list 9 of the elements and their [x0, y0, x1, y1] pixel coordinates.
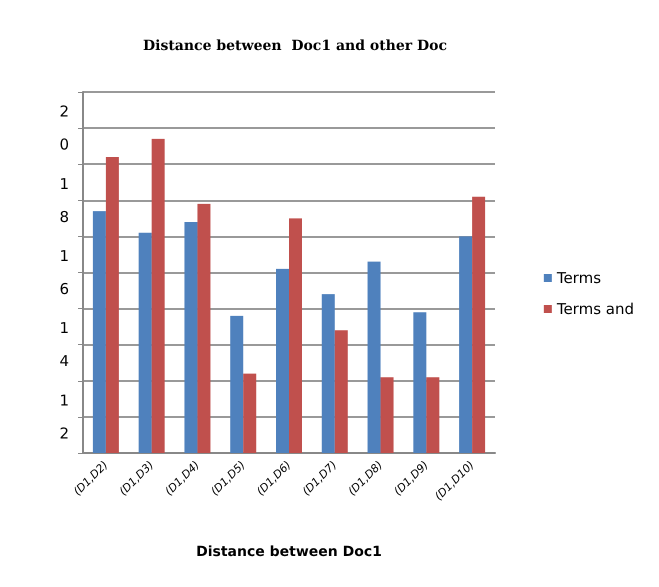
y-tick-label: 1 8: [59, 174, 69, 226]
legend-label: Terms: [556, 269, 602, 287]
legend-label: Terms and: [556, 300, 634, 318]
y-tick-label: 1 4: [59, 319, 69, 370]
y-tick-label: 1 2: [59, 391, 69, 442]
chart-title: Distance between Doc1 and other Doc: [143, 38, 447, 54]
y-tick-label: 2 0: [59, 102, 69, 154]
y-tick-label: 1 6: [59, 247, 69, 298]
x-axis-title: Distance between Doc1: [196, 544, 382, 560]
